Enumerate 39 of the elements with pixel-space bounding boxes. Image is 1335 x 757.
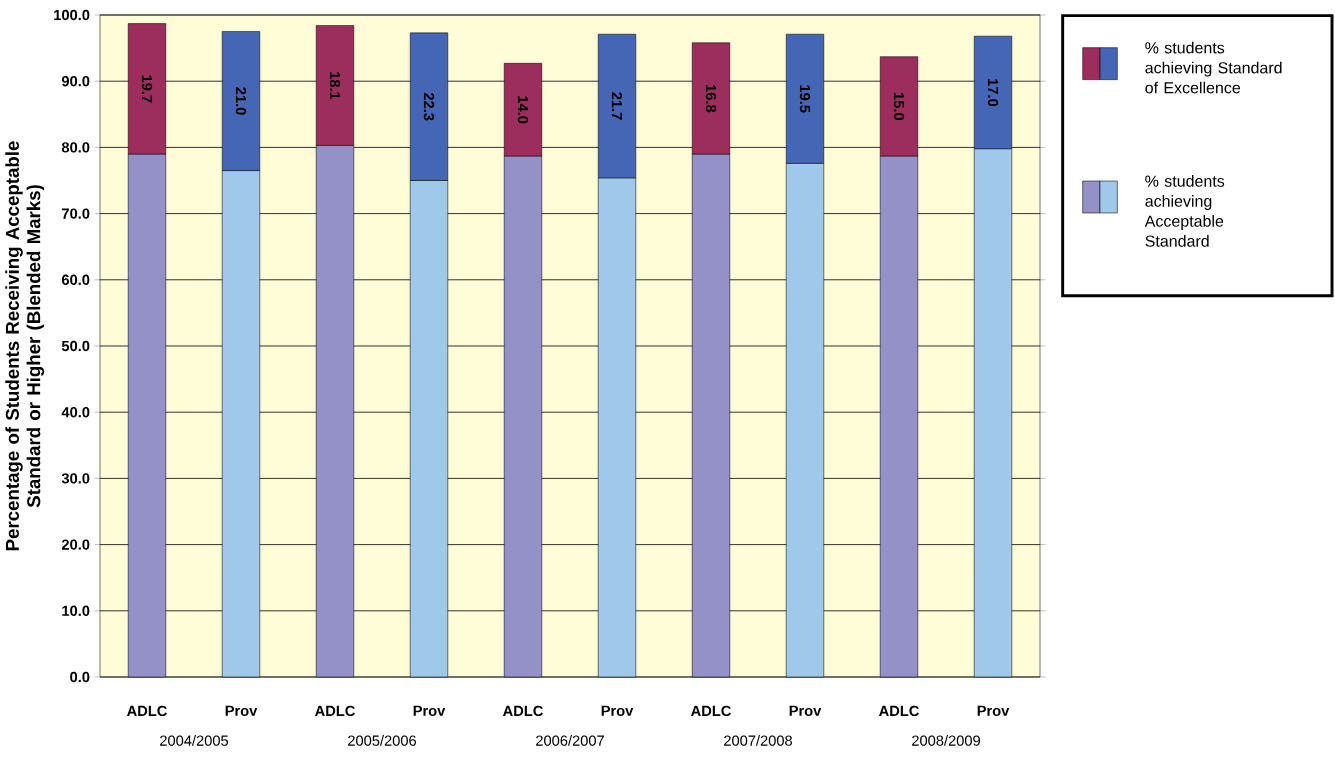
- text: 2008/2009: [912, 735, 980, 746]
- data-label: 16.8: [705, 85, 717, 113]
- text: 2005/2006: [348, 735, 417, 746]
- data-label: 22.3: [423, 92, 435, 121]
- y-tick-label: 10.0: [62, 605, 90, 616]
- text: 2007/2008: [724, 735, 793, 746]
- data-label: 19.7: [141, 75, 153, 103]
- y-tick-label: 80.0: [61, 142, 90, 153]
- y-tick-label: 50.0: [61, 340, 90, 352]
- y-axis-title: Percentage of Students Receiving Acceptable Standard or Higher (Blended Marks): [5, 141, 45, 551]
- x-tick-label: ADLC: [879, 705, 919, 717]
- data-label: 15.0: [893, 93, 905, 121]
- data-label: 19.5: [799, 85, 811, 113]
- x-tick-label: ADLC: [314, 705, 355, 717]
- x-tick-label: Prov: [225, 705, 258, 716]
- x-tick-label: Prov: [601, 705, 634, 716]
- data-label: 14.0: [517, 96, 529, 124]
- y-tick-label: 40.0: [61, 407, 90, 418]
- y-tick-label: 60.0: [61, 274, 90, 285]
- x-tick-label: Prov: [977, 705, 1010, 716]
- x-tick-label: ADLC: [691, 705, 731, 717]
- data-label: 21.0: [235, 87, 247, 115]
- text: 2004/2005: [160, 735, 229, 746]
- data-label: 18.1: [329, 72, 341, 100]
- x-tick-label: Prov: [413, 705, 446, 716]
- x-tick-label: Prov: [789, 705, 822, 716]
- y-tick-label: 30.0: [61, 473, 90, 484]
- data-label: 21.7: [611, 92, 623, 120]
- text: 2006/2007: [536, 735, 604, 746]
- x-tick-label: ADLC: [502, 705, 543, 717]
- data-label: 17.0: [987, 79, 999, 107]
- y-tick-label: 0.0: [70, 671, 90, 683]
- x-tick-label: ADLC: [126, 705, 167, 717]
- y-tick-label: 100.0: [54, 9, 90, 21]
- y-tick-label: 90.0: [61, 76, 90, 87]
- y-tick-label: 70.0: [62, 208, 90, 219]
- y-tick-label: 20.0: [61, 539, 90, 550]
- legend-label: % students achieving Standard of Excellence: [1145, 41, 1282, 94]
- text: % students achieving Acceptable Standard: [1144, 175, 1225, 247]
